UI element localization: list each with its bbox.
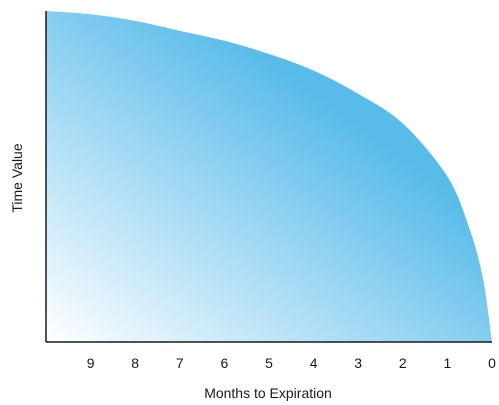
axes <box>45 11 492 343</box>
x-tick-label: 8 <box>131 355 139 371</box>
time-value-area <box>46 11 492 342</box>
x-tick-label: 9 <box>87 355 95 371</box>
x-tick-label: 0 <box>488 355 496 371</box>
x-tick-label: 4 <box>310 355 318 371</box>
x-tick-label: 7 <box>176 355 184 371</box>
x-tick-label: 1 <box>444 355 452 371</box>
x-axis-title: Months to Expiration <box>204 385 332 401</box>
x-tick-label: 2 <box>399 355 407 371</box>
plot-area <box>46 11 492 342</box>
x-tick-label: 6 <box>221 355 229 371</box>
x-tick-labels: 9 8 7 6 5 4 3 2 1 0 <box>87 355 496 371</box>
x-tick-label: 3 <box>354 355 362 371</box>
y-axis-title: Time Value <box>9 143 25 212</box>
x-tick-label: 5 <box>265 355 273 371</box>
